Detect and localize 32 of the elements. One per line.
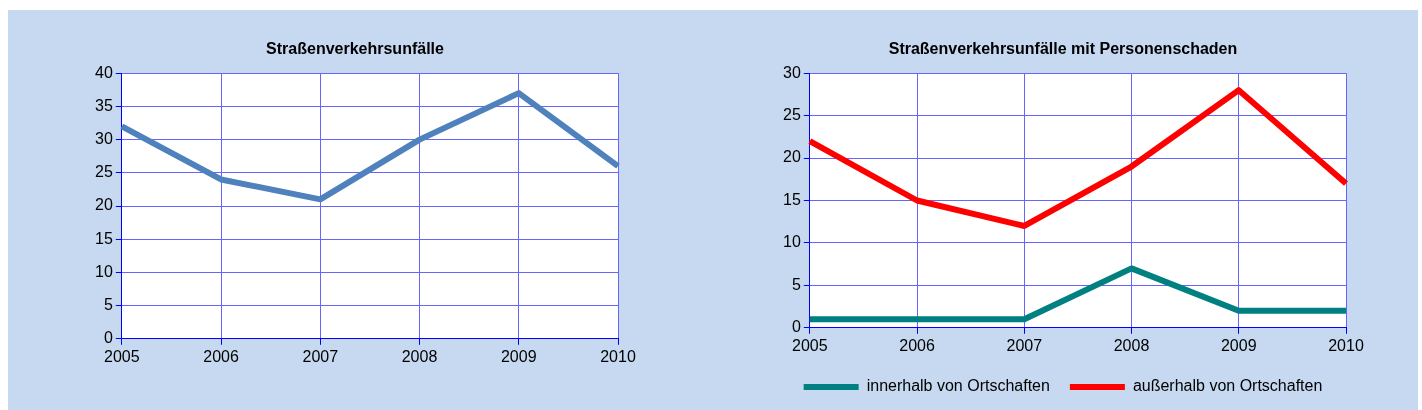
y-tick-label: 20 (95, 196, 113, 214)
x-tick-label: 2005 (792, 336, 828, 354)
x-tick-label: 2007 (302, 347, 339, 365)
y-tick-label: 40 (95, 63, 113, 81)
y-tick-label: 10 (783, 233, 801, 251)
y-tick-label: 15 (95, 229, 113, 247)
x-tick-label: 2010 (600, 347, 636, 365)
legend-label: innerhalb von Ortschaften (866, 377, 1050, 395)
legend-label: außerhalb von Ortschaften (1132, 377, 1323, 395)
chart-title: Straßenverkehrsunfälle mit Personenschaden (888, 40, 1238, 58)
x-tick-label: 2006 (203, 347, 239, 365)
x-tick-label: 2005 (104, 347, 140, 365)
y-tick-label: 5 (103, 296, 113, 314)
chart-title: Straßenverkehrsunfälle (266, 40, 445, 58)
x-tick-label: 2008 (401, 347, 438, 365)
x-tick-label: 2010 (1328, 336, 1364, 354)
x-tick-label: 2008 (1113, 336, 1150, 354)
y-tick-label: 25 (783, 106, 801, 124)
y-tick-label: 10 (95, 262, 113, 280)
y-tick-label: 35 (95, 96, 113, 114)
y-tick-label: 15 (783, 190, 801, 208)
x-tick-label: 2009 (1220, 336, 1257, 354)
x-tick-label: 2009 (500, 347, 537, 365)
y-tick-label: 0 (791, 318, 801, 336)
y-tick-label: 30 (783, 63, 801, 81)
y-tick-label: 0 (103, 329, 113, 347)
y-tick-label: 25 (95, 163, 113, 181)
y-tick-label: 30 (95, 130, 113, 148)
x-tick-label: 2006 (899, 336, 935, 354)
y-tick-label: 20 (783, 148, 801, 166)
y-tick-label: 5 (791, 275, 801, 293)
x-tick-label: 2007 (1006, 336, 1043, 354)
